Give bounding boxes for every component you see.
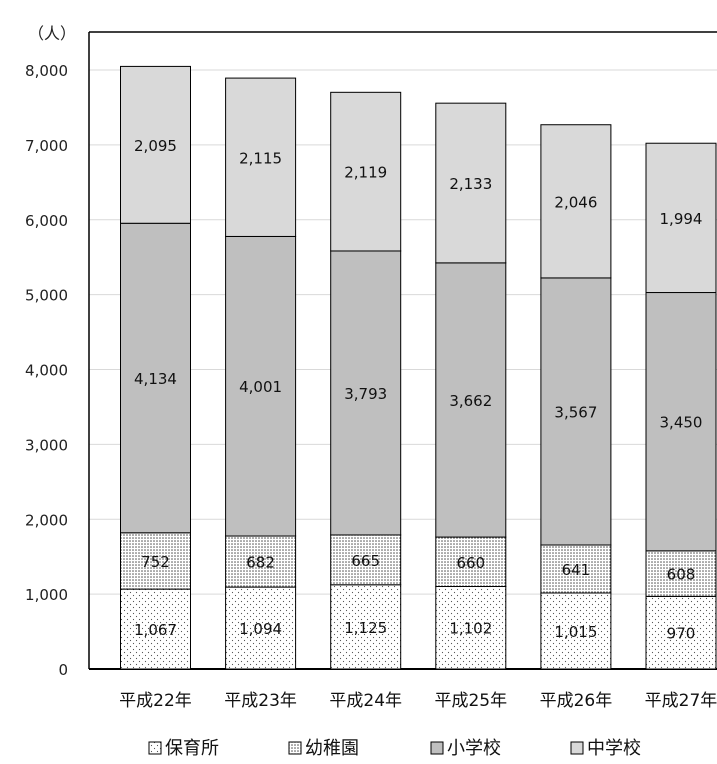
data-label: 752 — [141, 553, 170, 571]
legend-label: 幼稚園 — [305, 738, 359, 759]
y-tick-label: 4,000 — [25, 362, 68, 380]
data-label: 660 — [456, 554, 485, 572]
x-tick-label: 平成25年 — [434, 691, 507, 711]
y-tick-label: 5,000 — [25, 287, 68, 305]
bar-segment-幼稚園 — [330, 534, 402, 586]
bar-segment-中学校 — [330, 91, 402, 252]
bar-segment-小学校 — [330, 250, 402, 536]
legend-label: 小学校 — [447, 738, 501, 759]
data-label: 665 — [351, 552, 380, 570]
y-tick-label: 6,000 — [25, 212, 68, 230]
y-tick-label: 7,000 — [25, 137, 68, 155]
y-tick-label: 1,000 — [25, 586, 68, 604]
data-label: 2,119 — [344, 164, 387, 182]
data-label: 608 — [667, 566, 696, 584]
bar-segment-小学校 — [120, 222, 191, 534]
data-label: 1,015 — [554, 623, 597, 641]
data-label: 4,001 — [239, 378, 282, 396]
data-label: 1,094 — [239, 620, 282, 638]
y-tick-label: 0 — [58, 661, 68, 679]
bar-segment-中学校 — [540, 124, 612, 279]
bar-segment-小学校 — [435, 262, 507, 538]
legend-swatch — [430, 741, 444, 755]
data-label: 3,567 — [554, 403, 597, 421]
bar-segment-中学校 — [225, 77, 297, 237]
data-label: 970 — [667, 625, 696, 643]
y-tick-label: 3,000 — [25, 436, 68, 454]
y-axis-unit-label: （人） — [28, 24, 76, 43]
bar-segment-幼稚園 — [645, 550, 717, 597]
data-label: 3,793 — [344, 385, 387, 403]
data-label: 2,095 — [134, 137, 177, 155]
bar-segment-幼稚園 — [540, 544, 612, 594]
x-tick-label: 平成22年 — [119, 691, 192, 711]
bar-segment-保育所 — [120, 588, 191, 670]
bar-segment-中学校 — [645, 142, 717, 294]
bar-segment-中学校 — [435, 102, 507, 264]
x-tick-label: 平成24年 — [329, 691, 402, 711]
bar-segment-小学校 — [225, 235, 297, 537]
legend-label: 保育所 — [165, 738, 219, 759]
x-tick-label: 平成23年 — [224, 691, 297, 711]
x-tick-label: 平成27年 — [645, 691, 717, 711]
data-label: 4,134 — [134, 370, 177, 388]
legend-swatch — [570, 741, 584, 755]
x-tick-label: 平成26年 — [540, 691, 613, 711]
data-label: 3,450 — [660, 414, 703, 432]
legend-swatch — [148, 741, 162, 755]
legend-swatch — [288, 741, 302, 755]
bar-segment-中学校 — [120, 65, 191, 224]
bar-segment-幼稚園 — [120, 532, 191, 590]
legend-label: 中学校 — [587, 738, 641, 759]
data-label: 1,067 — [134, 621, 177, 639]
data-label: 641 — [562, 561, 591, 579]
data-label: 2,133 — [449, 175, 492, 193]
y-tick-label: 2,000 — [25, 511, 68, 529]
data-label: 3,662 — [449, 392, 492, 410]
data-label: 682 — [246, 554, 275, 572]
bar-segment-保育所 — [435, 585, 507, 670]
bar-segment-保育所 — [330, 584, 402, 670]
y-tick-label: 8,000 — [25, 62, 68, 80]
data-label: 1,125 — [344, 619, 387, 637]
data-label: 1,994 — [660, 210, 703, 228]
data-label: 1,102 — [449, 620, 492, 638]
bar-segment-小学校 — [540, 277, 612, 546]
bar-segment-小学校 — [645, 292, 717, 552]
data-label: 2,115 — [239, 149, 282, 167]
bar-segment-保育所 — [225, 586, 297, 670]
data-label: 2,046 — [554, 193, 597, 211]
bar-segment-保育所 — [645, 595, 717, 670]
